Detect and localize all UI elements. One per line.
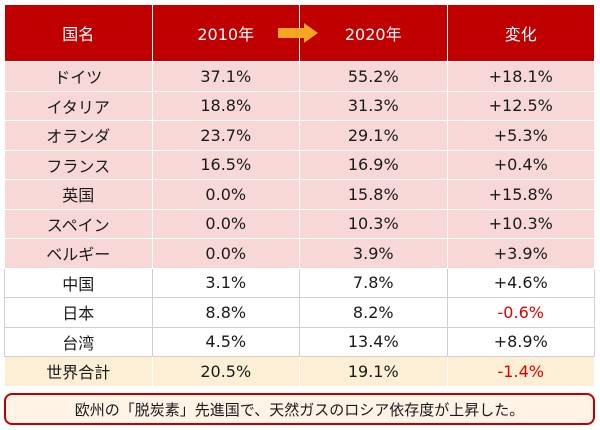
table-row: 日本 8.8% 8.2% -0.6% bbox=[4, 297, 595, 328]
right-arrow-icon bbox=[278, 23, 318, 43]
cell-y2010: 23.7% bbox=[151, 120, 300, 151]
table-body: ドイツ 37.1% 55.2% +18.1% イタリア 18.8% 31.3% +12.5% オ… bbox=[4, 61, 595, 387]
cell-country: ドイツ bbox=[4, 61, 153, 92]
table-row: 中国 3.1% 7.8% +4.6% bbox=[4, 267, 595, 298]
cell-y2020: 31.3% bbox=[299, 90, 448, 121]
cell-y2010: 8.8% bbox=[151, 297, 300, 328]
header-2010: 2010年 bbox=[151, 4, 300, 62]
cell-country: 台湾 bbox=[4, 326, 153, 357]
cell-y2020: 55.2% bbox=[299, 61, 448, 92]
table-row: イタリア 18.8% 31.3% +12.5% bbox=[4, 90, 595, 121]
cell-country: 日本 bbox=[4, 297, 153, 328]
cell-change: +5.3% bbox=[446, 120, 595, 151]
cell-y2020: 15.8% bbox=[299, 179, 448, 210]
dependency-table: 国名 2010年 2020年 変化 ドイツ 37.1% 55.2% +18.1% イタリ… bbox=[4, 4, 595, 387]
cell-y2010: 0.0% bbox=[151, 238, 300, 269]
cell-y2010: 3.1% bbox=[151, 267, 300, 298]
cell-y2010: 4.5% bbox=[151, 326, 300, 357]
table-row: スペイン 0.0% 10.3% +10.3% bbox=[4, 208, 595, 239]
cell-change: -1.4% bbox=[446, 356, 595, 387]
cell-country: フランス bbox=[4, 149, 153, 180]
cell-change: +10.3% bbox=[446, 208, 595, 239]
cell-change: +12.5% bbox=[446, 90, 595, 121]
cell-y2010: 0.0% bbox=[151, 179, 300, 210]
cell-country: ベルギー bbox=[4, 238, 153, 269]
cell-y2020: 19.1% bbox=[299, 356, 448, 387]
cell-change: -0.6% bbox=[446, 297, 595, 328]
data-table-container: 国名 2010年 2020年 変化 ドイツ 37.1% 55.2% +18.1% イタリ… bbox=[4, 4, 595, 387]
cell-country: 世界合計 bbox=[4, 356, 153, 387]
table-row: ドイツ 37.1% 55.2% +18.1% bbox=[4, 61, 595, 92]
cell-y2020: 16.9% bbox=[299, 149, 448, 180]
cell-country: 中国 bbox=[4, 267, 153, 298]
header-change: 変化 bbox=[446, 4, 595, 62]
cell-country: イタリア bbox=[4, 90, 153, 121]
cell-y2020: 7.8% bbox=[299, 267, 448, 298]
cell-y2010: 0.0% bbox=[151, 208, 300, 239]
cell-y2010: 37.1% bbox=[151, 61, 300, 92]
header-row: 国名 2010年 2020年 変化 bbox=[4, 4, 595, 62]
cell-y2020: 8.2% bbox=[299, 297, 448, 328]
cell-y2010: 16.5% bbox=[151, 149, 300, 180]
table-row: 英国 0.0% 15.8% +15.8% bbox=[4, 179, 595, 210]
header-country: 国名 bbox=[4, 4, 153, 62]
cell-y2010: 20.5% bbox=[151, 356, 300, 387]
cell-y2020: 29.1% bbox=[299, 120, 448, 151]
cell-y2010: 18.8% bbox=[151, 90, 300, 121]
cell-y2020: 10.3% bbox=[299, 208, 448, 239]
table-row: 台湾 4.5% 13.4% +8.9% bbox=[4, 326, 595, 357]
cell-country: スペイン bbox=[4, 208, 153, 239]
cell-change: +8.9% bbox=[446, 326, 595, 357]
table-row: オランダ 23.7% 29.1% +5.3% bbox=[4, 120, 595, 151]
header-2020: 2020年 bbox=[278, 4, 448, 62]
table-row: 世界合計 20.5% 19.1% -1.4% bbox=[4, 356, 595, 387]
summary-note: 欧州の「脱炭素」先進国で、天然ガスのロシア依存度が上昇した。 bbox=[4, 393, 595, 425]
cell-change: +15.8% bbox=[446, 179, 595, 210]
cell-country: オランダ bbox=[4, 120, 153, 151]
cell-country: 英国 bbox=[4, 179, 153, 210]
cell-change: +3.9% bbox=[446, 238, 595, 269]
table-row: フランス 16.5% 16.9% +0.4% bbox=[4, 149, 595, 180]
table-row: ベルギー 0.0% 3.9% +3.9% bbox=[4, 238, 595, 269]
cell-change: +4.6% bbox=[446, 267, 595, 298]
cell-change: +0.4% bbox=[446, 149, 595, 180]
cell-y2020: 3.9% bbox=[299, 238, 448, 269]
cell-y2020: 13.4% bbox=[299, 326, 448, 357]
header-2020-label: 2020年 bbox=[344, 25, 402, 44]
cell-change: +18.1% bbox=[446, 61, 595, 92]
